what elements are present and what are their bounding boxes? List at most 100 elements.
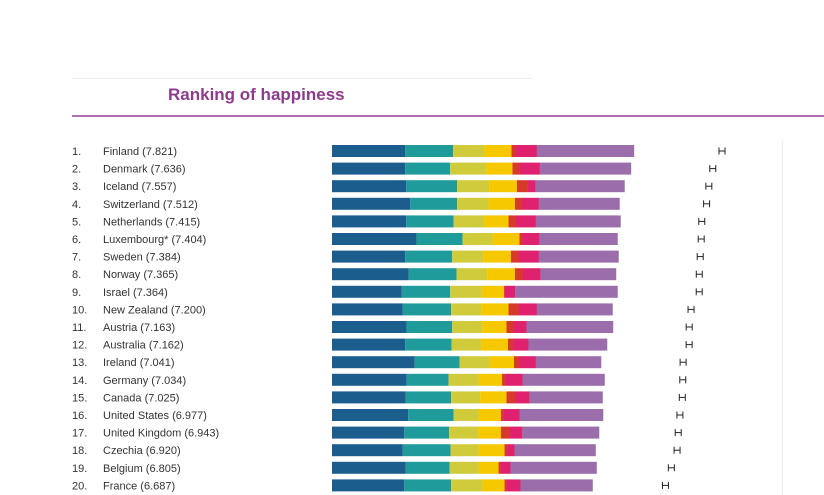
- bar-segment: [402, 303, 452, 316]
- bar-segment: [478, 461, 499, 474]
- country-label: Netherlands (7.415): [103, 216, 200, 228]
- bar-segment: [520, 479, 593, 492]
- bar-segment: [535, 180, 625, 193]
- error-bar: [709, 165, 717, 173]
- bar-segment: [478, 409, 502, 421]
- bar-segment: [502, 373, 506, 386]
- country-label: Czechia (6.920): [103, 445, 181, 457]
- bar-segment: [449, 426, 479, 439]
- bar-segment: [504, 285, 516, 298]
- country-label: United States (6.977): [103, 410, 207, 422]
- bar-segment: [516, 215, 536, 228]
- bar-segment: [514, 444, 596, 457]
- bar-segment: [528, 338, 608, 351]
- rank-number: 9.: [72, 287, 81, 299]
- error-bar: [678, 393, 686, 401]
- bar-segment: [535, 356, 602, 369]
- bar-segment: [513, 321, 527, 333]
- bar-segment: [483, 250, 512, 263]
- bar-segment: [332, 180, 407, 193]
- bar-segment: [506, 321, 514, 333]
- bar-segment: [456, 268, 488, 281]
- bar-segment: [405, 391, 452, 404]
- country-label: Ireland (7.041): [103, 357, 175, 369]
- bar-segment: [522, 373, 605, 386]
- country-label: France (6.687): [103, 480, 175, 492]
- bar-segment: [511, 145, 516, 157]
- bar-segment: [526, 321, 614, 333]
- bar-segment: [518, 303, 537, 316]
- country-label: United Kingdom (6.943): [103, 428, 219, 440]
- bar-segment: [450, 444, 479, 457]
- bar-segment: [332, 215, 407, 228]
- bar-segment: [529, 391, 603, 404]
- bar-segment: [501, 426, 510, 439]
- bar-segment: [405, 338, 452, 351]
- bar-segment: [332, 409, 409, 421]
- bar-segment: [515, 145, 537, 157]
- bar-segment: [416, 233, 463, 245]
- error-bar: [667, 464, 675, 472]
- error-bar: [696, 253, 704, 261]
- bar-segment: [457, 180, 490, 193]
- bar-segment: [478, 426, 502, 439]
- error-bar: [695, 270, 703, 278]
- bar-segment: [519, 356, 536, 369]
- bar-segment: [540, 268, 617, 281]
- bar-segment: [484, 215, 509, 228]
- chart-right-guide: [782, 140, 783, 495]
- error-bar: [705, 182, 713, 190]
- rank-number: 5.: [72, 216, 81, 228]
- bar-segment: [451, 391, 481, 404]
- rank-number: 13.: [72, 357, 87, 369]
- bar-segment: [521, 426, 600, 439]
- rank-number: 6.: [72, 234, 81, 246]
- bar-segment: [332, 162, 406, 175]
- bar-segment: [515, 285, 618, 298]
- bar-segment: [484, 145, 512, 157]
- error-bar: [687, 305, 695, 313]
- rank-number: 3.: [72, 181, 81, 193]
- bar-segment: [510, 461, 597, 474]
- bar-segment: [457, 197, 489, 210]
- bar-segment: [538, 250, 619, 263]
- bar-segment: [332, 321, 407, 333]
- bar-segment: [521, 197, 539, 210]
- bar-segment: [459, 356, 490, 369]
- bar-segment: [451, 338, 482, 351]
- error-bar: [698, 217, 706, 225]
- rank-number: 7.: [72, 252, 81, 264]
- bar-segment: [511, 250, 519, 263]
- bar-segment: [451, 479, 483, 492]
- bar-segment: [539, 233, 618, 245]
- bar-segment: [332, 373, 407, 386]
- bar-segment: [332, 426, 405, 439]
- bar-segment: [449, 461, 479, 474]
- rank-number: 12.: [72, 340, 87, 352]
- bar-segment: [414, 356, 460, 369]
- bar-segment: [332, 479, 405, 492]
- faded-header-line: [72, 78, 532, 79]
- bar-segment: [535, 215, 621, 228]
- bar-segment: [448, 373, 479, 386]
- error-bar: [676, 411, 684, 419]
- error-bar: [674, 429, 682, 437]
- bar-segment: [332, 145, 406, 157]
- bar-segment: [501, 409, 504, 421]
- bar-segment: [406, 321, 453, 333]
- bar-segment: [508, 303, 519, 316]
- bar-segment: [503, 409, 520, 421]
- bar-segment: [527, 180, 536, 193]
- bar-segment: [450, 285, 482, 298]
- error-bar: [679, 376, 687, 384]
- bar-segment: [452, 321, 483, 333]
- bar-segment: [508, 215, 517, 228]
- error-bar: [685, 323, 693, 331]
- bar-segment: [406, 215, 454, 228]
- bar-segment: [506, 479, 521, 492]
- bar-segment: [515, 268, 523, 281]
- rank-number: 20.: [72, 480, 87, 492]
- bar-segment: [332, 285, 402, 298]
- country-label: Switzerland (7.512): [103, 199, 198, 211]
